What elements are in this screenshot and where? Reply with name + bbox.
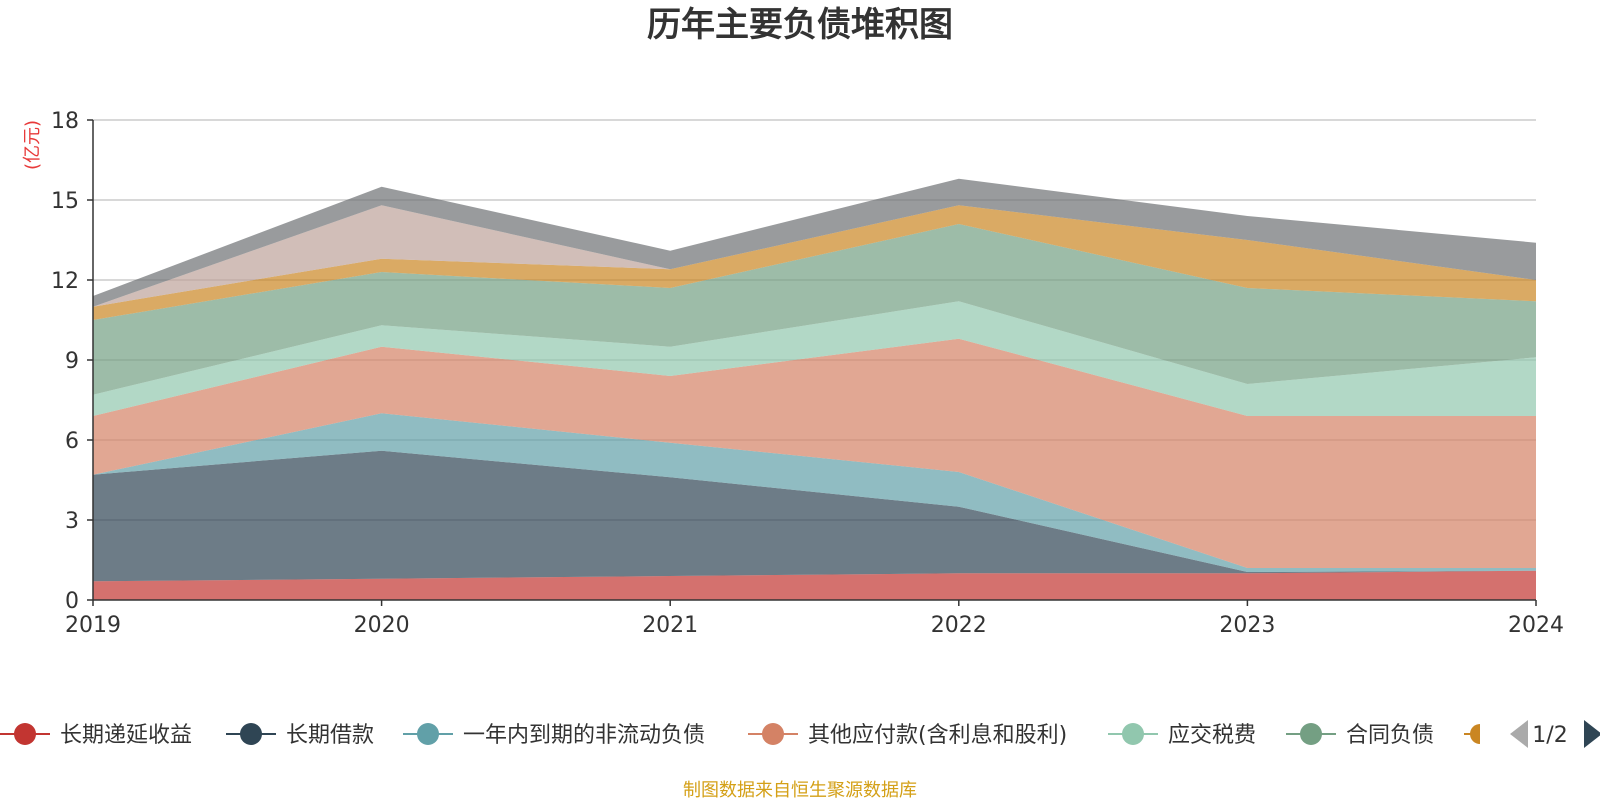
area-series-1 bbox=[93, 450, 1536, 582]
x-tick-label: 2021 bbox=[642, 613, 698, 638]
legend-pager: 1/2 bbox=[1510, 720, 1600, 748]
y-tick-label: 6 bbox=[65, 429, 79, 454]
y-tick-label: 18 bbox=[51, 109, 79, 134]
legend-circle-icon bbox=[417, 723, 439, 745]
axes: 0 3 6 9 12 15 18 2019 2020 2021 2022 2023 2024 bbox=[51, 109, 1564, 638]
area-series-0 bbox=[93, 570, 1536, 600]
area-series bbox=[93, 178, 1536, 600]
legend-label: 应交税费 bbox=[1168, 723, 1256, 748]
legend-circle-icon bbox=[1300, 723, 1322, 745]
area-series-4 bbox=[93, 301, 1536, 416]
x-tick-label: 2024 bbox=[1508, 613, 1564, 638]
legend-label: 其他应付款(含利息和股利) bbox=[808, 723, 1067, 748]
x-tick-label: 2019 bbox=[65, 613, 121, 638]
y-tick-label: 9 bbox=[65, 349, 79, 374]
x-tick-label: 2020 bbox=[354, 613, 410, 638]
data-source-note: 制图数据来自恒生聚源数据库 bbox=[683, 780, 917, 800]
legend-circle-icon bbox=[240, 723, 262, 745]
legend-item[interactable]: 长期递延收益 bbox=[0, 723, 192, 748]
chart-title: 历年主要负债堆积图 bbox=[647, 5, 953, 45]
legend-item-partial[interactable] bbox=[1464, 724, 1480, 744]
legend-label: 长期递延收益 bbox=[60, 723, 192, 748]
y-axis-unit-label: (亿元) bbox=[22, 120, 43, 170]
legend-label: 合同负债 bbox=[1346, 723, 1434, 748]
legend-circle-icon bbox=[1122, 723, 1144, 745]
x-tick-label: 2023 bbox=[1219, 613, 1275, 638]
y-tick-label: 15 bbox=[51, 189, 79, 214]
area-series-6 bbox=[93, 205, 1536, 320]
legend-circle-icon bbox=[14, 723, 36, 745]
legend-circle-icon bbox=[1470, 724, 1480, 744]
y-tick-label: 0 bbox=[65, 589, 79, 614]
y-tick-label: 12 bbox=[51, 269, 79, 294]
area-series-8 bbox=[93, 178, 1536, 307]
legend-item[interactable]: 长期借款 bbox=[226, 723, 374, 748]
area-series-5 bbox=[93, 224, 1536, 395]
area-series-3 bbox=[93, 338, 1536, 568]
x-tick-label: 2022 bbox=[931, 613, 987, 638]
area-series-7 bbox=[93, 205, 1536, 307]
y-tick-label: 3 bbox=[65, 509, 79, 534]
legend-item[interactable]: 应交税费 bbox=[1108, 723, 1256, 748]
legend-label: 长期借款 bbox=[286, 723, 374, 748]
legend-item[interactable]: 一年内到期的非流动负债 bbox=[403, 723, 705, 748]
legend-item[interactable]: 合同负债 bbox=[1286, 723, 1434, 748]
legend-label: 一年内到期的非流动负债 bbox=[463, 723, 705, 748]
legend: 长期递延收益 长期借款 一年内到期的非流动负债 其他应付款(含利息和股利) 应交税费 合同… bbox=[0, 723, 1480, 748]
legend-page-label: 1/2 bbox=[1532, 723, 1567, 748]
legend-next-page-icon[interactable] bbox=[1584, 720, 1600, 748]
legend-prev-page-icon[interactable] bbox=[1510, 720, 1528, 748]
area-series-2 bbox=[93, 413, 1536, 572]
legend-item[interactable]: 其他应付款(含利息和股利) bbox=[748, 723, 1067, 748]
legend-circle-icon bbox=[762, 723, 784, 745]
